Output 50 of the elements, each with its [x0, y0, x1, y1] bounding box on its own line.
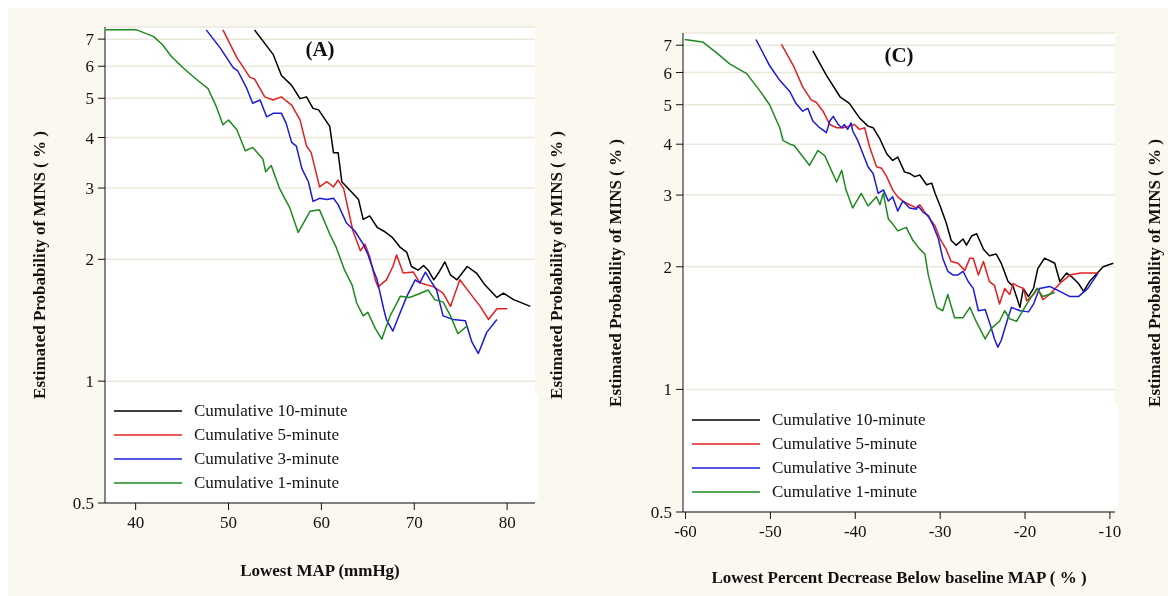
y-tick-label: 7 — [85, 30, 95, 50]
x-tick-label: -40 — [843, 522, 867, 542]
line-series — [222, 29, 508, 321]
x-tick-label: -50 — [759, 522, 782, 542]
legend-label: Cumulative 3-minute — [194, 449, 339, 469]
line-series — [683, 38, 1056, 340]
x-tick-label: 60 — [312, 513, 330, 533]
line-series — [253, 29, 532, 308]
y-tick-label: 3 — [85, 179, 94, 199]
y-tick-label: 5 — [85, 89, 94, 109]
x-tick-label: 40 — [127, 513, 145, 533]
legend-label: Cumulative 1-minute — [772, 482, 917, 502]
legend-label: Cumulative 5-minute — [772, 434, 917, 454]
y-tick-label: 4 — [85, 128, 95, 148]
x-tick-label: 70 — [405, 513, 423, 533]
x-tick-label: -60 — [674, 522, 697, 542]
x-tick-label: -20 — [1013, 522, 1037, 542]
y-tick-label: 0.5 — [650, 503, 672, 523]
y-tick-label: 5 — [663, 95, 672, 115]
line-series — [755, 38, 1099, 348]
x-axis-title: Lowest MAP (mmHg) — [239, 561, 401, 581]
legend-label: Cumulative 3-minute — [772, 458, 917, 478]
legend-label: Cumulative 1-minute — [194, 473, 339, 493]
text: (C) — [883, 43, 915, 68]
y-tick-label: 2 — [663, 257, 672, 277]
y-tick-label: 1 — [85, 372, 94, 392]
x-axis-title: Lowest Percent Decrease Below baseline MAP ( % ) — [710, 568, 1088, 588]
y-tick-label: 6 — [85, 57, 94, 77]
x-tick-label: 80 — [498, 513, 516, 533]
line-series — [205, 29, 498, 355]
y-tick-label: 4 — [663, 135, 673, 155]
line-series — [780, 43, 1099, 305]
x-tick-label: -10 — [1098, 522, 1122, 542]
text: (A) — [304, 37, 336, 62]
x-tick-label: 50 — [220, 513, 238, 533]
legend-label: Cumulative 10-minute — [772, 410, 926, 430]
y-tick-label: 2 — [85, 250, 94, 270]
line-series — [105, 29, 468, 340]
y-axis-title: Estimated Probability of MINS ( % ) — [29, 130, 50, 401]
y-tick-label: 0.5 — [72, 494, 94, 514]
legend-label: Cumulative 5-minute — [194, 425, 339, 445]
legend-label: Cumulative 10-minute — [194, 401, 348, 421]
text: Estimated Probability of MINS ( % ) — [546, 130, 567, 401]
y-tick-label: 7 — [663, 36, 673, 56]
x-tick-label: -30 — [928, 522, 952, 542]
y-tick-label: 6 — [663, 63, 672, 83]
y-tick-label: 3 — [663, 186, 672, 206]
y-axis-title: Estimated Probability of MINS ( % ) — [605, 137, 626, 409]
text: Estimated Probability of MINS ( % ) — [1144, 137, 1165, 409]
y-tick-label: 1 — [663, 380, 672, 400]
